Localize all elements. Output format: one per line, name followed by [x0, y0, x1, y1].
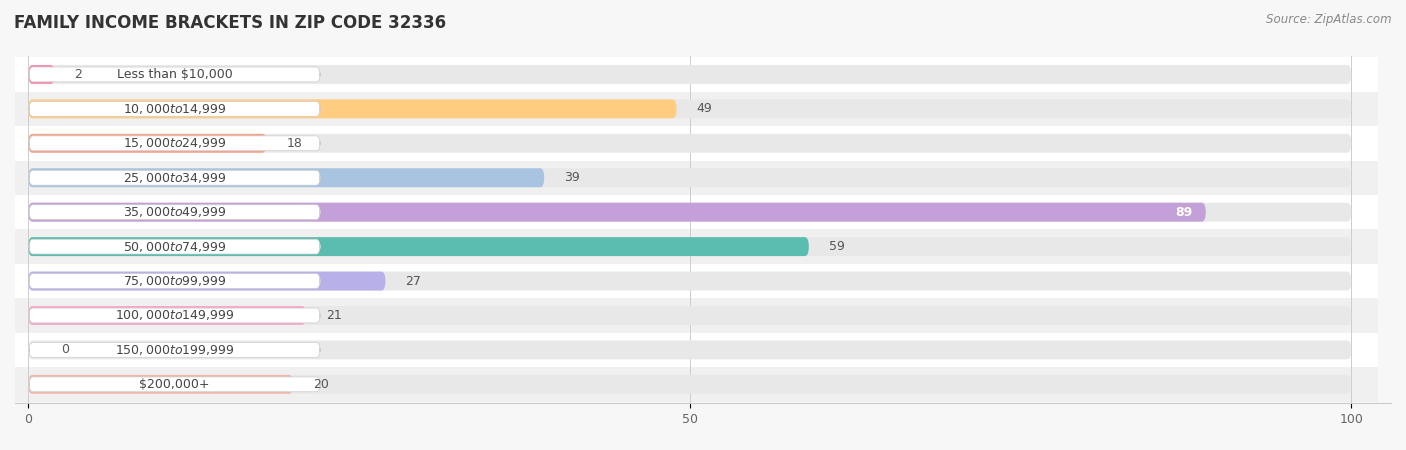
- FancyBboxPatch shape: [30, 67, 321, 82]
- FancyBboxPatch shape: [28, 202, 1206, 222]
- Text: $25,000 to $34,999: $25,000 to $34,999: [122, 171, 226, 185]
- Text: $150,000 to $199,999: $150,000 to $199,999: [115, 343, 235, 357]
- FancyBboxPatch shape: [28, 237, 1351, 256]
- Text: $35,000 to $49,999: $35,000 to $49,999: [122, 205, 226, 219]
- Text: $15,000 to $24,999: $15,000 to $24,999: [122, 136, 226, 150]
- FancyBboxPatch shape: [28, 99, 1351, 118]
- FancyBboxPatch shape: [28, 237, 808, 256]
- FancyBboxPatch shape: [28, 202, 1351, 222]
- Text: $75,000 to $99,999: $75,000 to $99,999: [122, 274, 226, 288]
- FancyBboxPatch shape: [15, 195, 1378, 230]
- FancyBboxPatch shape: [28, 134, 266, 153]
- FancyBboxPatch shape: [15, 230, 1378, 264]
- Text: $100,000 to $149,999: $100,000 to $149,999: [115, 308, 235, 323]
- FancyBboxPatch shape: [30, 136, 321, 151]
- Text: 0: 0: [62, 343, 69, 356]
- FancyBboxPatch shape: [30, 171, 321, 185]
- Text: 21: 21: [326, 309, 342, 322]
- FancyBboxPatch shape: [30, 308, 321, 323]
- FancyBboxPatch shape: [15, 264, 1378, 298]
- Text: 2: 2: [75, 68, 83, 81]
- FancyBboxPatch shape: [28, 341, 1351, 360]
- Text: $10,000 to $14,999: $10,000 to $14,999: [122, 102, 226, 116]
- Text: Source: ZipAtlas.com: Source: ZipAtlas.com: [1267, 14, 1392, 27]
- Text: 49: 49: [696, 102, 711, 115]
- FancyBboxPatch shape: [30, 205, 321, 220]
- FancyBboxPatch shape: [15, 333, 1378, 367]
- FancyBboxPatch shape: [15, 57, 1378, 92]
- FancyBboxPatch shape: [30, 239, 321, 254]
- Text: 18: 18: [287, 137, 302, 150]
- FancyBboxPatch shape: [15, 161, 1378, 195]
- FancyBboxPatch shape: [28, 375, 292, 394]
- FancyBboxPatch shape: [28, 306, 307, 325]
- Text: 27: 27: [405, 274, 422, 288]
- FancyBboxPatch shape: [28, 99, 676, 118]
- FancyBboxPatch shape: [28, 65, 55, 84]
- FancyBboxPatch shape: [28, 168, 1351, 187]
- Text: 89: 89: [1175, 206, 1192, 219]
- FancyBboxPatch shape: [15, 126, 1378, 161]
- Text: Less than $10,000: Less than $10,000: [117, 68, 232, 81]
- FancyBboxPatch shape: [15, 367, 1378, 401]
- FancyBboxPatch shape: [28, 134, 1351, 153]
- FancyBboxPatch shape: [28, 271, 1351, 291]
- FancyBboxPatch shape: [30, 342, 321, 357]
- FancyBboxPatch shape: [30, 101, 321, 116]
- FancyBboxPatch shape: [28, 375, 1351, 394]
- Text: 59: 59: [828, 240, 845, 253]
- FancyBboxPatch shape: [28, 65, 1351, 84]
- FancyBboxPatch shape: [15, 92, 1378, 126]
- FancyBboxPatch shape: [28, 306, 1351, 325]
- Text: $200,000+: $200,000+: [139, 378, 209, 391]
- FancyBboxPatch shape: [30, 274, 321, 288]
- Text: $50,000 to $74,999: $50,000 to $74,999: [122, 239, 226, 254]
- Text: FAMILY INCOME BRACKETS IN ZIP CODE 32336: FAMILY INCOME BRACKETS IN ZIP CODE 32336: [14, 14, 446, 32]
- FancyBboxPatch shape: [15, 298, 1378, 333]
- FancyBboxPatch shape: [28, 168, 544, 187]
- Text: 39: 39: [564, 171, 579, 184]
- Text: 20: 20: [312, 378, 329, 391]
- FancyBboxPatch shape: [28, 271, 385, 291]
- FancyBboxPatch shape: [30, 377, 321, 392]
